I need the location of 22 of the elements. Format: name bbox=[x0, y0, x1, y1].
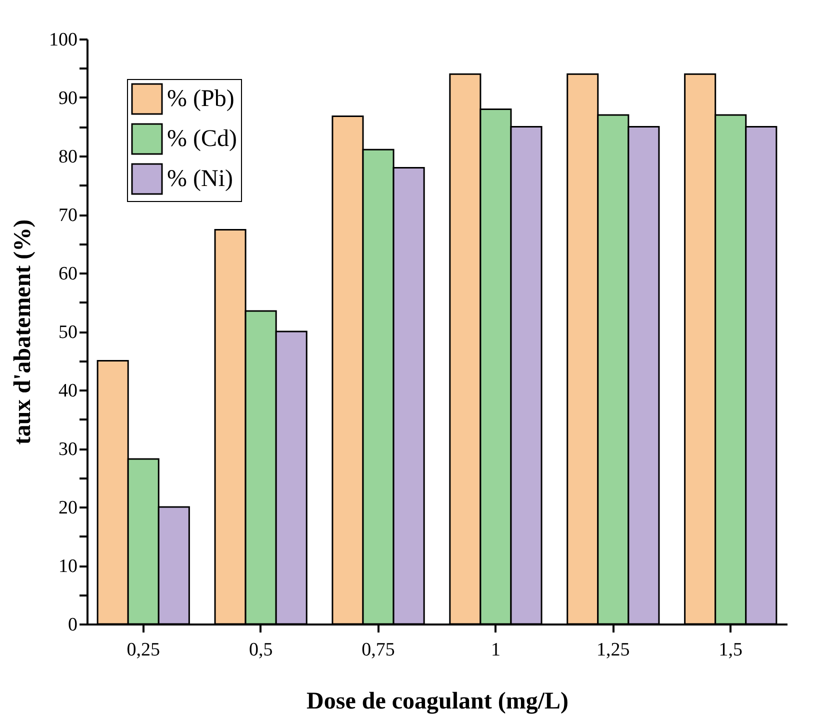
legend-label: % (Ni) bbox=[167, 166, 233, 192]
x-tick-label: 0,25 bbox=[126, 640, 160, 660]
x-tick-label: 1,25 bbox=[596, 640, 630, 660]
legend-label: % (Pb) bbox=[167, 86, 234, 112]
y-tick-label: 20 bbox=[58, 498, 78, 518]
y-tick-label: 100 bbox=[49, 30, 78, 50]
y-tick-label: 80 bbox=[58, 146, 78, 168]
x-tick-label: 0,5 bbox=[248, 640, 273, 660]
y-tick-label: 70 bbox=[58, 205, 78, 226]
y-axis-title: taux d'abatement (%) bbox=[10, 219, 36, 445]
y-tick-label: 0 bbox=[68, 614, 78, 636]
y-tick-label: 30 bbox=[58, 439, 78, 460]
y-tick-label: 60 bbox=[58, 264, 78, 284]
y-tick-label: 10 bbox=[58, 556, 78, 577]
y-tick-label: 40 bbox=[58, 380, 78, 402]
x-tick-label: 1,5 bbox=[718, 640, 742, 660]
x-tick-label: 1 bbox=[490, 640, 500, 660]
y-tick-label: 50 bbox=[58, 322, 78, 343]
x-axis-title: Dose de coagulant (mg/L) bbox=[306, 688, 568, 714]
legend-label: % (Cd) bbox=[167, 126, 237, 152]
x-tick-label: 0,75 bbox=[362, 640, 395, 660]
y-tick-label: 90 bbox=[58, 88, 78, 109]
